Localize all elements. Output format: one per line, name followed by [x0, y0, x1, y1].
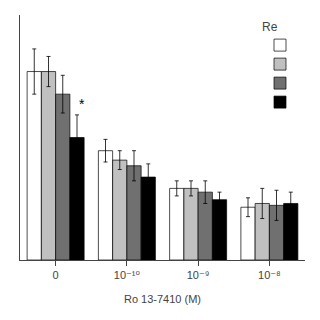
svg-text:10⁻⁹: 10⁻⁹	[187, 269, 210, 281]
svg-text:10⁻⁸: 10⁻⁸	[258, 269, 281, 281]
svg-text:10⁻¹⁰: 10⁻¹⁰	[114, 269, 141, 281]
svg-text:0: 0	[53, 269, 59, 281]
svg-text:Ro 13-7410 (M): Ro 13-7410 (M)	[124, 293, 201, 305]
svg-text:Re: Re	[262, 20, 278, 34]
svg-text:*: *	[79, 96, 85, 112]
